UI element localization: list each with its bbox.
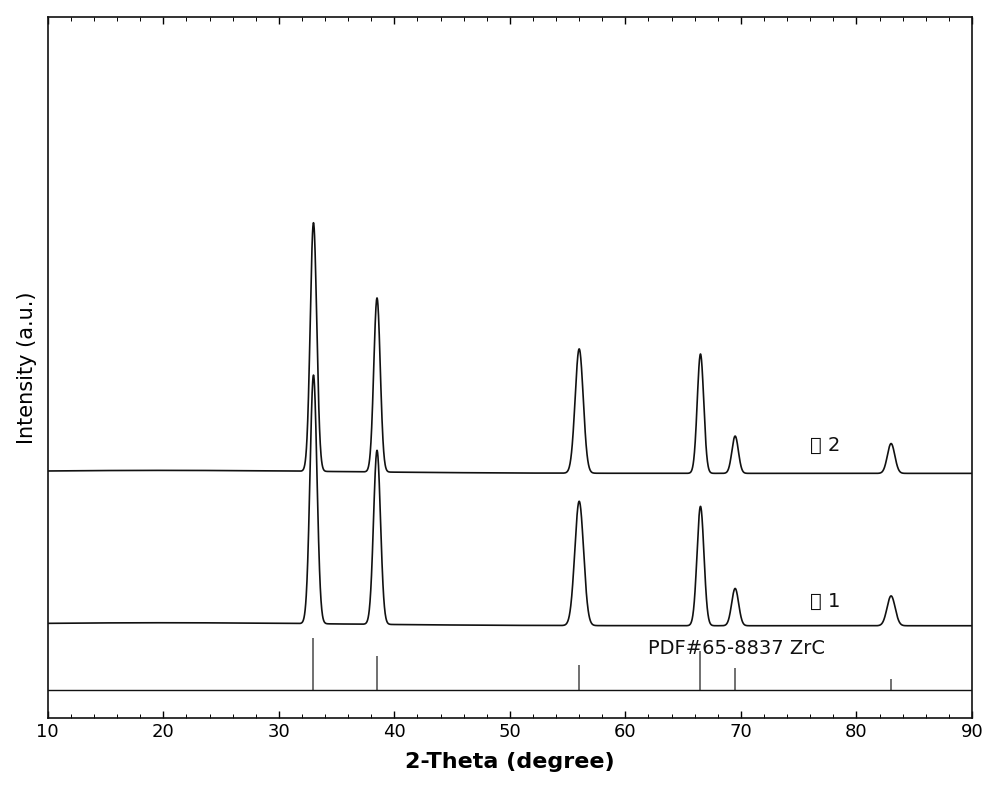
Text: PDF#65-8837 ZrC: PDF#65-8837 ZrC (648, 639, 825, 658)
Text: 例 2: 例 2 (810, 436, 841, 454)
Text: 例 1: 例 1 (810, 593, 841, 611)
Y-axis label: Intensity (a.u.): Intensity (a.u.) (17, 291, 37, 443)
X-axis label: 2-Theta (degree): 2-Theta (degree) (405, 753, 615, 772)
